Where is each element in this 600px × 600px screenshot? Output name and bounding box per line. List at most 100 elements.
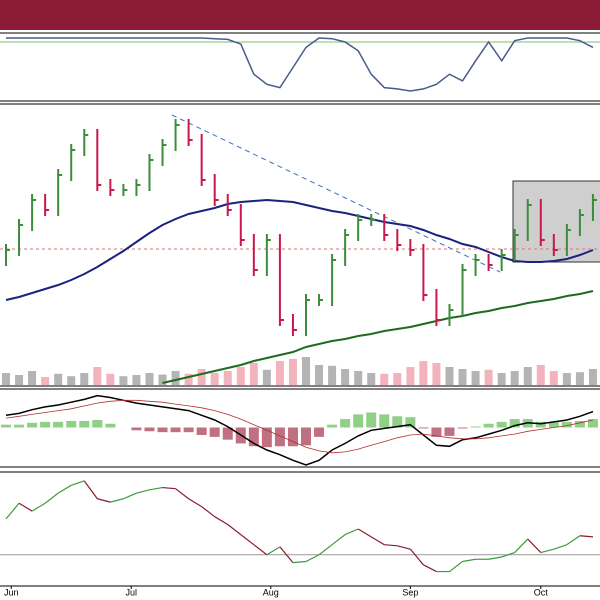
volume-bar xyxy=(106,373,115,385)
volume-bar xyxy=(223,371,232,385)
histogram-bar xyxy=(274,427,285,447)
histogram-bar xyxy=(496,421,507,428)
volume-bar xyxy=(184,373,193,385)
histogram-bar xyxy=(548,421,559,428)
histogram-bar xyxy=(314,427,325,437)
volume-bar xyxy=(93,367,102,385)
histogram-bar xyxy=(79,420,90,428)
volume-bar xyxy=(132,375,141,385)
volume-bar xyxy=(497,373,506,385)
indicator-segment xyxy=(266,546,281,556)
indicator-segment xyxy=(527,538,542,553)
indicator-segment xyxy=(162,486,176,490)
volume-bar xyxy=(119,376,128,385)
histogram-bar xyxy=(535,421,546,428)
volume-bar xyxy=(210,373,219,385)
indicator-segment xyxy=(149,486,163,491)
volume-bar xyxy=(197,369,206,385)
indicator-segment xyxy=(110,498,124,503)
indicator-segment xyxy=(344,528,359,536)
histogram-bar xyxy=(327,424,338,428)
volume-bar xyxy=(54,373,63,385)
volume-bar xyxy=(367,373,376,385)
indicator-segment xyxy=(462,558,476,563)
volume-bar xyxy=(562,373,571,385)
x-tick-label: Sep xyxy=(402,587,418,597)
volume-bar xyxy=(406,367,415,385)
histogram-bar xyxy=(405,417,416,428)
indicator-segment xyxy=(188,498,202,508)
indicator-segment xyxy=(18,502,33,512)
histogram-bar xyxy=(183,427,194,433)
volume-bar xyxy=(471,371,480,385)
volume-bar xyxy=(536,365,545,385)
histogram-bar xyxy=(483,423,494,428)
histogram-bar xyxy=(340,419,351,428)
indicator-segment xyxy=(44,492,59,504)
indicator-segment xyxy=(5,502,20,520)
indicator-segment xyxy=(357,528,372,538)
volume-bar xyxy=(458,369,467,385)
indicator-segment xyxy=(71,480,85,486)
panel-frame xyxy=(0,32,600,102)
panel-frame xyxy=(0,471,600,587)
indicator-segment xyxy=(540,548,554,554)
volume-bar xyxy=(484,369,493,385)
volume-bar xyxy=(354,371,363,385)
indicator-segment xyxy=(136,489,150,494)
histogram-bar xyxy=(379,414,390,428)
indicator-segment xyxy=(331,534,346,546)
histogram-bar xyxy=(170,427,181,433)
volume-bar xyxy=(288,359,297,385)
histogram-bar xyxy=(14,424,25,428)
volume-bar xyxy=(145,373,154,385)
histogram-bar xyxy=(431,427,442,437)
x-tick-label: Oct xyxy=(534,587,549,597)
indicator-segment xyxy=(501,551,515,558)
indicator-segment xyxy=(227,524,242,536)
volume-bar xyxy=(80,373,89,385)
histogram-bar xyxy=(222,427,233,440)
volume-bar xyxy=(432,363,441,385)
histogram-bar xyxy=(66,420,77,428)
volume-bar xyxy=(575,372,584,385)
histogram-bar xyxy=(144,427,155,432)
volume-bar xyxy=(236,367,245,385)
indicator-segment xyxy=(566,535,581,546)
panel-frame xyxy=(0,388,600,468)
volume-bar xyxy=(41,377,50,385)
volume-bar xyxy=(67,376,76,385)
indicator-segment xyxy=(175,488,189,500)
histogram-bar xyxy=(418,427,429,429)
histogram-bar xyxy=(196,427,207,435)
trend-line xyxy=(171,114,501,273)
indicator-segment xyxy=(370,536,385,546)
indicator-segment xyxy=(97,498,111,503)
histogram-bar xyxy=(27,422,38,428)
indicator-segment xyxy=(488,556,502,560)
volume-bar xyxy=(419,361,428,385)
histogram-bar xyxy=(470,426,481,428)
indicator-segment xyxy=(318,544,333,556)
indicator-segment xyxy=(292,560,307,564)
volume-bar xyxy=(28,371,37,385)
histogram-bar xyxy=(53,421,64,428)
moving-average xyxy=(162,290,594,384)
histogram-bar xyxy=(587,419,598,428)
indicator-segment xyxy=(514,538,529,553)
volume-bar xyxy=(315,365,324,385)
volume-bar xyxy=(171,371,180,385)
volume-bar xyxy=(523,367,532,385)
volume-bar xyxy=(249,363,258,385)
histogram-bar xyxy=(1,424,11,428)
histogram-bar xyxy=(157,427,168,433)
macd-line xyxy=(5,394,594,466)
histogram-bar xyxy=(131,427,142,431)
indicator-segment xyxy=(253,544,268,556)
x-tick-label: Jun xyxy=(4,587,19,597)
volume-bar xyxy=(275,361,284,385)
volume-bar xyxy=(393,373,402,385)
moving-average xyxy=(5,198,594,301)
histogram-bar xyxy=(457,427,468,429)
